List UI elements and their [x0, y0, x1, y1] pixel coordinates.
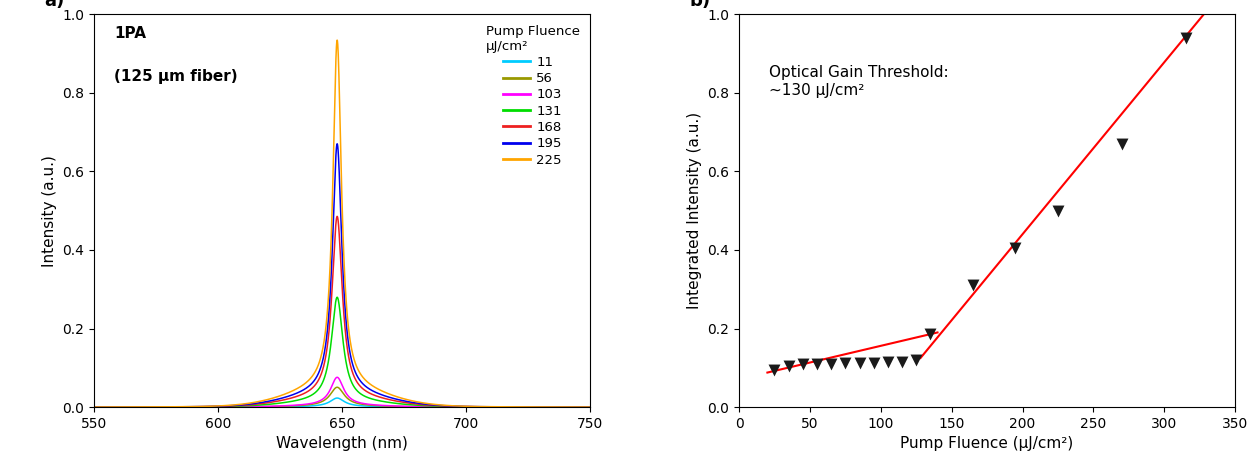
Point — [878, 358, 898, 366]
Point — [835, 359, 855, 367]
Text: b): b) — [690, 0, 711, 10]
Point — [1112, 140, 1132, 147]
Point — [907, 356, 927, 364]
Text: 1PA: 1PA — [114, 26, 145, 41]
Point — [1006, 244, 1026, 252]
Point — [892, 358, 912, 366]
Legend: 11, 56, 103, 131, 168, 195, 225: 11, 56, 103, 131, 168, 195, 225 — [482, 21, 583, 171]
Point — [779, 362, 799, 370]
Point — [864, 359, 884, 367]
Point — [765, 366, 785, 373]
Point — [793, 360, 813, 368]
Point — [821, 360, 841, 368]
Point — [849, 359, 869, 367]
Text: a): a) — [44, 0, 65, 10]
Point — [808, 360, 828, 368]
X-axis label: Wavelength (nm): Wavelength (nm) — [276, 437, 408, 452]
Y-axis label: Intensity (a.u.): Intensity (a.u.) — [41, 154, 56, 267]
Text: (125 μm fiber): (125 μm fiber) — [114, 69, 237, 84]
Point — [963, 282, 983, 289]
Point — [1048, 207, 1068, 214]
Point — [1175, 34, 1195, 41]
Y-axis label: Integrated Intensity (a.u.): Integrated Intensity (a.u.) — [687, 112, 702, 309]
Point — [920, 331, 940, 338]
X-axis label: Pump Fluence (μJ/cm²): Pump Fluence (μJ/cm²) — [900, 437, 1073, 452]
Text: Optical Gain Threshold:
~130 μJ/cm²: Optical Gain Threshold: ~130 μJ/cm² — [769, 65, 948, 97]
